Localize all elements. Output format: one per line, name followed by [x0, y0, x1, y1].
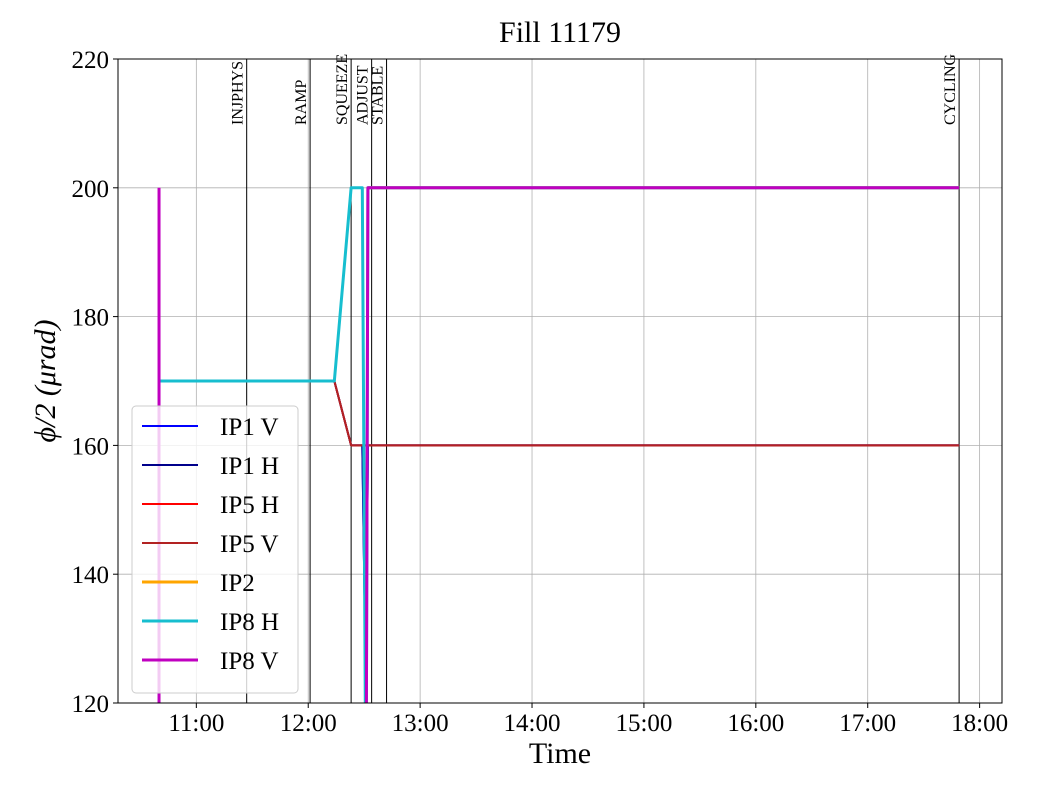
y-tick-label: 160: [72, 433, 110, 460]
event-label: STABLE: [370, 66, 387, 125]
y-tick-label: 180: [72, 305, 110, 332]
chart-title: Fill 11179: [499, 16, 621, 49]
plot-frame: [117, 58, 1003, 704]
event-label: RAMP: [293, 80, 310, 125]
x-tick-label: 12:00: [280, 710, 337, 737]
legend-label: IP1 H: [220, 453, 279, 480]
lines: [157, 186, 960, 703]
x-tick-label: 16:00: [727, 710, 784, 737]
y-tick-label: 220: [72, 47, 110, 74]
legend-label: IP8 V: [220, 648, 279, 675]
y-tick-label: 200: [72, 176, 110, 203]
x-tick-label: 13:00: [392, 710, 449, 737]
x-tick-label: 15:00: [615, 710, 672, 737]
y-axis-label: ϕ/2 (μrad): [29, 319, 62, 442]
x-tick-label: 17:00: [839, 710, 896, 737]
event-label: SQUEEZE: [334, 54, 351, 125]
x-axis-label: Time: [529, 737, 591, 770]
x-tick-label: 18:00: [951, 710, 1008, 737]
event-label: CYCLING: [942, 53, 959, 125]
event-label: INJPHYS: [230, 61, 247, 125]
legend-label: IP8 H: [220, 609, 279, 636]
y-tick-label: 120: [72, 691, 110, 718]
x-tick-label: 14:00: [504, 710, 561, 737]
legend-label: IP5 V: [220, 531, 279, 558]
legend-label: IP2: [220, 570, 255, 597]
legend: IP1 V IP1 H IP5 H IP5 V IP2 IP8 H IP8 V: [131, 405, 299, 694]
event-label: ADJUST: [355, 65, 372, 125]
axes: 120 140 160 180 200 220 11:00 12:00 13:00 14:00 15…: [72, 47, 1009, 737]
x-tick-label: 11:00: [168, 710, 224, 737]
series-line: [157, 186, 960, 703]
legend-label: IP1 V: [220, 414, 279, 441]
y-tick-label: 140: [72, 562, 110, 589]
legend-label: IP5 H: [220, 492, 279, 519]
